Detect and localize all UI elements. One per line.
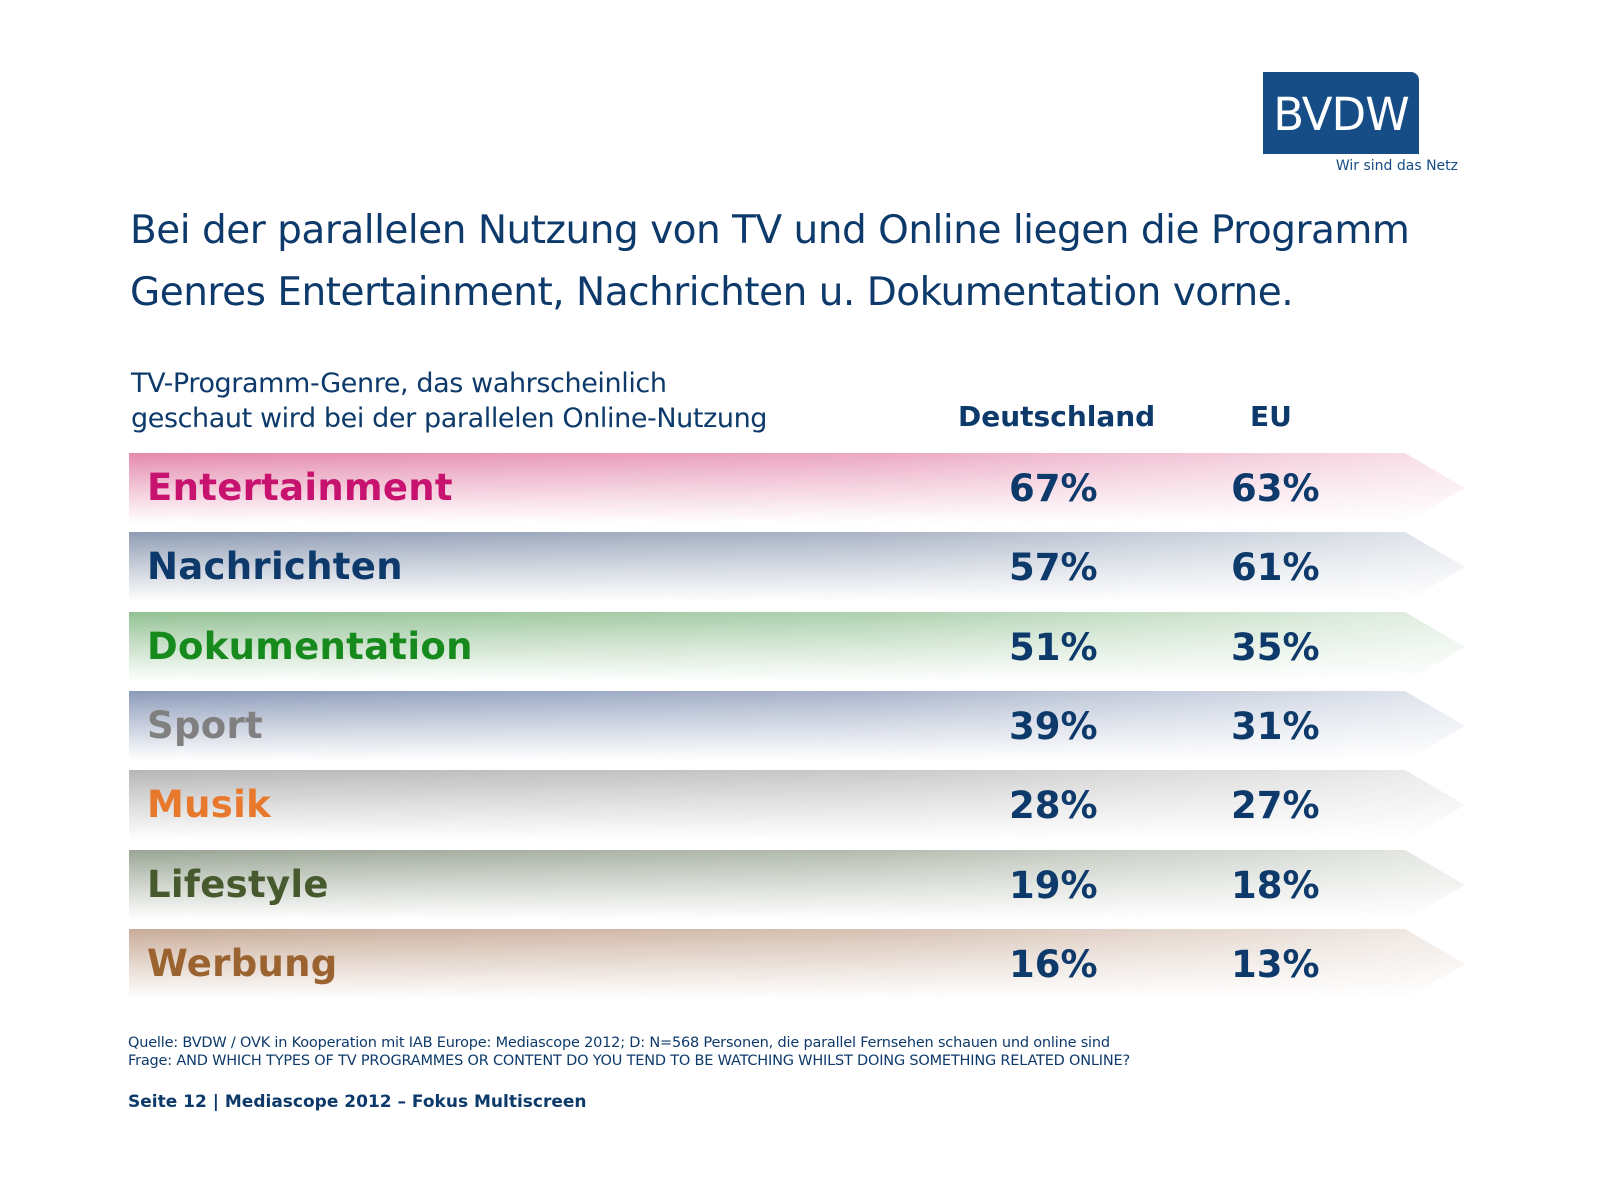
value-eu: 61% — [1231, 546, 1320, 590]
table-row: Musik 28% 27% — [129, 770, 1465, 841]
page-title: Bei der parallelen Nutzung von TV und On… — [130, 208, 1410, 315]
subtitle-line-1: TV-Programm-Genre, das wahrscheinlich — [131, 368, 667, 399]
value-eu: 35% — [1231, 625, 1320, 669]
table-subtitle: TV-Programm-Genre, das wahrscheinlich ge… — [131, 366, 767, 436]
footer-source: Quelle: BVDW / OVK in Kooperation mit IA… — [128, 1034, 1130, 1070]
genre-label: Werbung — [147, 941, 338, 985]
value-deutschland: 19% — [1009, 863, 1098, 907]
value-eu: 18% — [1231, 863, 1320, 907]
subtitle-line-2: geschaut wird bei der parallelen Online-… — [131, 403, 768, 434]
row-bar — [129, 928, 1465, 999]
row-bar — [129, 611, 1465, 682]
row-bar — [129, 532, 1465, 603]
table-row: Dokumentation 51% 35% — [129, 611, 1465, 682]
value-eu: 27% — [1231, 784, 1320, 828]
value-deutschland: 51% — [1009, 625, 1098, 669]
value-deutschland: 16% — [1009, 942, 1098, 986]
bvdw-logo: BVDW — [1263, 72, 1419, 154]
value-deutschland: 57% — [1009, 546, 1098, 590]
genre-label: Lifestyle — [147, 862, 329, 906]
value-eu: 63% — [1231, 467, 1320, 510]
table-row: Entertainment 67% 63% — [129, 453, 1465, 523]
row-bar — [129, 770, 1465, 841]
row-bar — [129, 849, 1465, 920]
table-row: Werbung 16% 13% — [129, 928, 1465, 999]
value-deutschland: 28% — [1009, 784, 1098, 828]
table-row: Nachrichten 57% 61% — [129, 532, 1465, 603]
value-eu: 13% — [1231, 942, 1320, 986]
value-deutschland: 67% — [1009, 467, 1098, 510]
footer-page-info: Seite 12 | Mediascope 2012 – Fokus Multi… — [128, 1092, 587, 1112]
value-deutschland: 39% — [1009, 704, 1098, 748]
column-header-eu: EU — [1250, 400, 1292, 433]
table-row: Lifestyle 19% 18% — [129, 849, 1465, 920]
genre-label: Dokumentation — [147, 624, 473, 668]
logo-tagline: Wir sind das Netz — [1335, 158, 1458, 174]
source-text: Quelle: BVDW / OVK in Kooperation mit IA… — [128, 1035, 1110, 1051]
value-eu: 31% — [1231, 704, 1320, 748]
genre-label: Entertainment — [147, 466, 453, 509]
logo-text: BVDW — [1273, 88, 1409, 141]
row-bar — [129, 690, 1465, 761]
genre-label: Musik — [147, 783, 271, 827]
table-row: Sport 39% 31% — [129, 690, 1465, 761]
question-text: Frage: AND WHICH TYPES OF TV PROGRAMMES … — [128, 1053, 1130, 1069]
genre-label: Nachrichten — [147, 545, 403, 589]
column-header-deutschland: Deutschland — [958, 400, 1156, 433]
row-bar — [129, 453, 1465, 523]
genre-label: Sport — [147, 703, 263, 747]
